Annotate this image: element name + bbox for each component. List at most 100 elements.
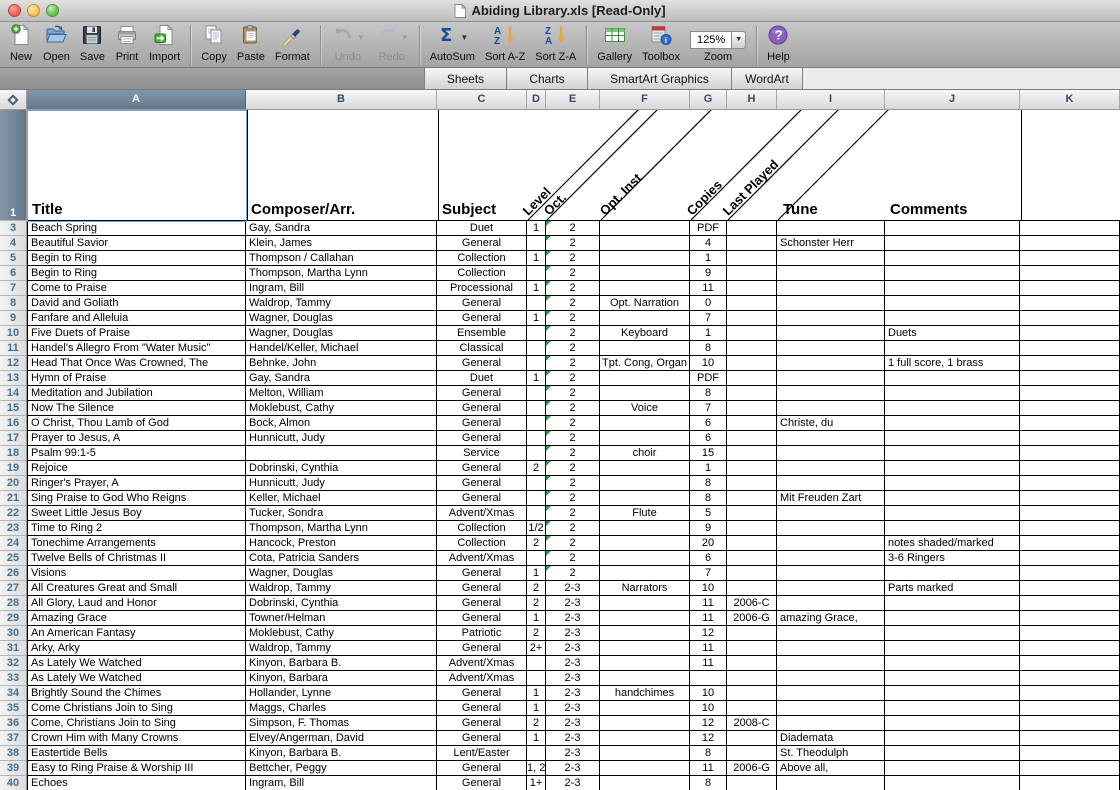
- cell[interactable]: 2: [527, 581, 546, 596]
- cell[interactable]: [777, 641, 885, 656]
- cell[interactable]: [885, 596, 1020, 611]
- cell[interactable]: [885, 236, 1020, 251]
- cell[interactable]: 2: [546, 476, 600, 491]
- cell[interactable]: Brightly Sound the Chimes: [27, 686, 246, 701]
- cell[interactable]: Wagner, Douglas: [246, 566, 437, 581]
- column-header-C[interactable]: C: [437, 90, 527, 110]
- cell[interactable]: Begin to Ring: [27, 251, 246, 266]
- row-header-9[interactable]: 9: [0, 311, 27, 326]
- cell[interactable]: Now The Silence: [27, 401, 246, 416]
- cell[interactable]: General: [437, 476, 527, 491]
- cell[interactable]: Melton, William: [246, 386, 437, 401]
- cell[interactable]: [885, 266, 1020, 281]
- cell[interactable]: [885, 461, 1020, 476]
- cell[interactable]: [727, 431, 777, 446]
- cell[interactable]: 1: [527, 686, 546, 701]
- cell[interactable]: Prayer to Jesus, A: [27, 431, 246, 446]
- cell[interactable]: 2: [546, 341, 600, 356]
- cell[interactable]: Bettcher, Peggy: [246, 761, 437, 776]
- cell[interactable]: [777, 461, 885, 476]
- cell[interactable]: O Christ, Thou Lamb of God: [27, 416, 246, 431]
- cell[interactable]: [885, 491, 1020, 506]
- cell[interactable]: 2-3: [546, 611, 600, 626]
- cell[interactable]: Opt. Narration: [600, 296, 690, 311]
- cell[interactable]: [727, 776, 777, 790]
- cell[interactable]: [777, 476, 885, 491]
- cell[interactable]: [527, 341, 546, 356]
- cell[interactable]: Processional: [437, 281, 527, 296]
- column-header-E[interactable]: E: [546, 90, 600, 110]
- cell[interactable]: Meditation and Jubilation: [27, 386, 246, 401]
- cell[interactable]: [777, 581, 885, 596]
- cell[interactable]: Wagner, Douglas: [246, 311, 437, 326]
- cell[interactable]: 1: [527, 281, 546, 296]
- cell[interactable]: [777, 566, 885, 581]
- cell[interactable]: Kinyon, Barbara B.: [246, 746, 437, 761]
- row-header-36[interactable]: 36: [0, 716, 27, 731]
- toolbar-button-paste[interactable]: Paste: [237, 24, 265, 64]
- cell[interactable]: [885, 761, 1020, 776]
- cell[interactable]: 2-3: [546, 731, 600, 746]
- cell[interactable]: [727, 491, 777, 506]
- cell[interactable]: 2: [546, 401, 600, 416]
- cell[interactable]: [777, 656, 885, 671]
- cell[interactable]: 8: [690, 386, 727, 401]
- cell[interactable]: Bock, Almon: [246, 416, 437, 431]
- cell[interactable]: 2: [546, 311, 600, 326]
- cell[interactable]: [600, 386, 690, 401]
- cell[interactable]: [727, 656, 777, 671]
- cell[interactable]: [727, 326, 777, 341]
- row-header-37[interactable]: 37: [0, 731, 27, 746]
- cell[interactable]: [885, 521, 1020, 536]
- cell[interactable]: General: [437, 311, 527, 326]
- cell[interactable]: 10: [690, 356, 727, 371]
- cell[interactable]: Ingram, Bill: [246, 776, 437, 790]
- cell[interactable]: [1020, 371, 1120, 386]
- cell[interactable]: Keyboard: [600, 326, 690, 341]
- cell[interactable]: Thompson / Callahan: [246, 251, 437, 266]
- cell[interactable]: Hunnicutt, Judy: [246, 431, 437, 446]
- cell[interactable]: [600, 596, 690, 611]
- cell[interactable]: [1020, 656, 1120, 671]
- cell[interactable]: [600, 611, 690, 626]
- cell[interactable]: As Lately We Watched: [27, 671, 246, 686]
- cell[interactable]: 10: [690, 686, 727, 701]
- row-header-25[interactable]: 25: [0, 551, 27, 566]
- cell[interactable]: 2: [546, 356, 600, 371]
- cell[interactable]: 1: [527, 311, 546, 326]
- cell[interactable]: 2-3: [546, 596, 600, 611]
- cell[interactable]: [727, 701, 777, 716]
- row-header-18[interactable]: 18: [0, 446, 27, 461]
- cell[interactable]: [600, 311, 690, 326]
- cell[interactable]: [527, 236, 546, 251]
- minimize-button[interactable]: [27, 4, 40, 17]
- close-button[interactable]: [8, 4, 21, 17]
- cell[interactable]: Kinyon, Barbara: [246, 671, 437, 686]
- cell[interactable]: [885, 506, 1020, 521]
- cell[interactable]: [600, 566, 690, 581]
- cell[interactable]: Come to Praise: [27, 281, 246, 296]
- cell[interactable]: [600, 461, 690, 476]
- cell[interactable]: [777, 251, 885, 266]
- cell[interactable]: [1020, 731, 1120, 746]
- cell[interactable]: [885, 626, 1020, 641]
- cell[interactable]: Duet: [437, 371, 527, 386]
- cell[interactable]: [600, 521, 690, 536]
- cell[interactable]: [727, 251, 777, 266]
- cell[interactable]: 9: [690, 266, 727, 281]
- cell[interactable]: [777, 551, 885, 566]
- cell[interactable]: [885, 476, 1020, 491]
- cell[interactable]: As Lately We Watched: [27, 656, 246, 671]
- cell[interactable]: 2-3: [546, 656, 600, 671]
- cell[interactable]: [777, 356, 885, 371]
- column-header-D[interactable]: D: [527, 90, 546, 110]
- row-header-30[interactable]: 30: [0, 626, 27, 641]
- cell[interactable]: Above all,: [777, 761, 885, 776]
- cell[interactable]: [1020, 461, 1120, 476]
- cell[interactable]: 1: [527, 371, 546, 386]
- row-header-16[interactable]: 16: [0, 416, 27, 431]
- cell[interactable]: [885, 416, 1020, 431]
- cell[interactable]: [527, 656, 546, 671]
- cell[interactable]: 1: [527, 611, 546, 626]
- cell[interactable]: [885, 776, 1020, 790]
